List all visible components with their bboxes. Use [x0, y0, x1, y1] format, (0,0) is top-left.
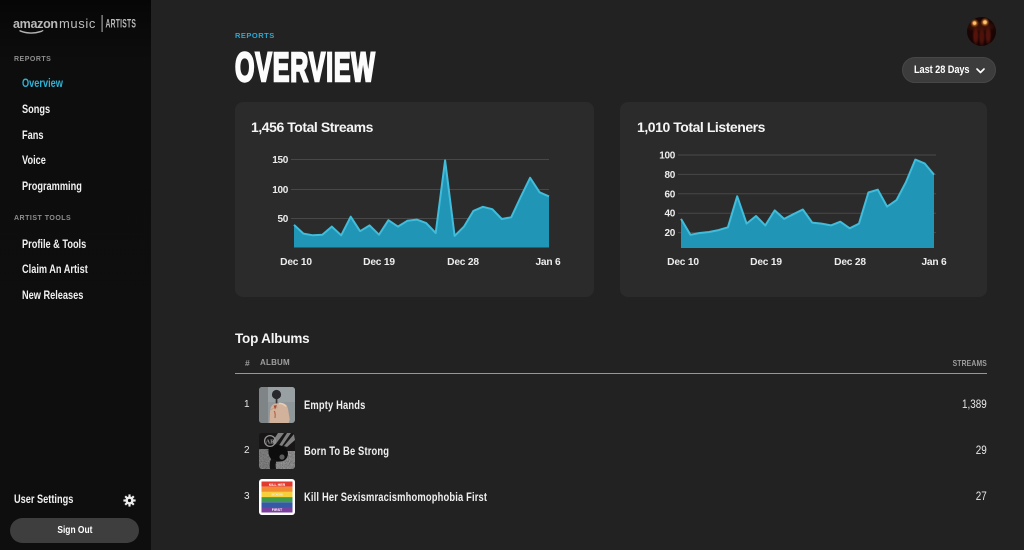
- svg-text:Jan 6: Jan 6: [535, 257, 561, 268]
- svg-text:100: 100: [272, 185, 289, 196]
- svg-text:40: 40: [664, 209, 675, 220]
- svg-text:Dec 19: Dec 19: [363, 257, 395, 268]
- svg-text:Dec 19: Dec 19: [750, 257, 782, 268]
- svg-text:Jan 6: Jan 6: [921, 257, 947, 268]
- svg-text:60: 60: [664, 189, 675, 200]
- svg-text:SEXISM: SEXISM: [271, 492, 283, 496]
- svg-text:music: music: [59, 16, 96, 31]
- svg-text:FIRST: FIRST: [272, 508, 283, 512]
- svg-text:Dec 28: Dec 28: [834, 257, 866, 268]
- svg-text:80: 80: [664, 170, 675, 181]
- svg-text:Dec 28: Dec 28: [447, 257, 479, 268]
- svg-text:KILL HER: KILL HER: [269, 483, 286, 487]
- svg-text:amazon: amazon: [13, 17, 58, 31]
- svg-text:ARTISTS: ARTISTS: [106, 18, 137, 31]
- svg-text:Dec 10: Dec 10: [667, 257, 699, 268]
- svg-text:20: 20: [664, 228, 675, 239]
- svg-text:Dec 10: Dec 10: [280, 257, 312, 268]
- svg-text:100: 100: [659, 151, 676, 162]
- svg-text:150: 150: [272, 155, 289, 166]
- svg-text:50: 50: [277, 214, 288, 225]
- svg-text:AB: AB: [265, 438, 275, 445]
